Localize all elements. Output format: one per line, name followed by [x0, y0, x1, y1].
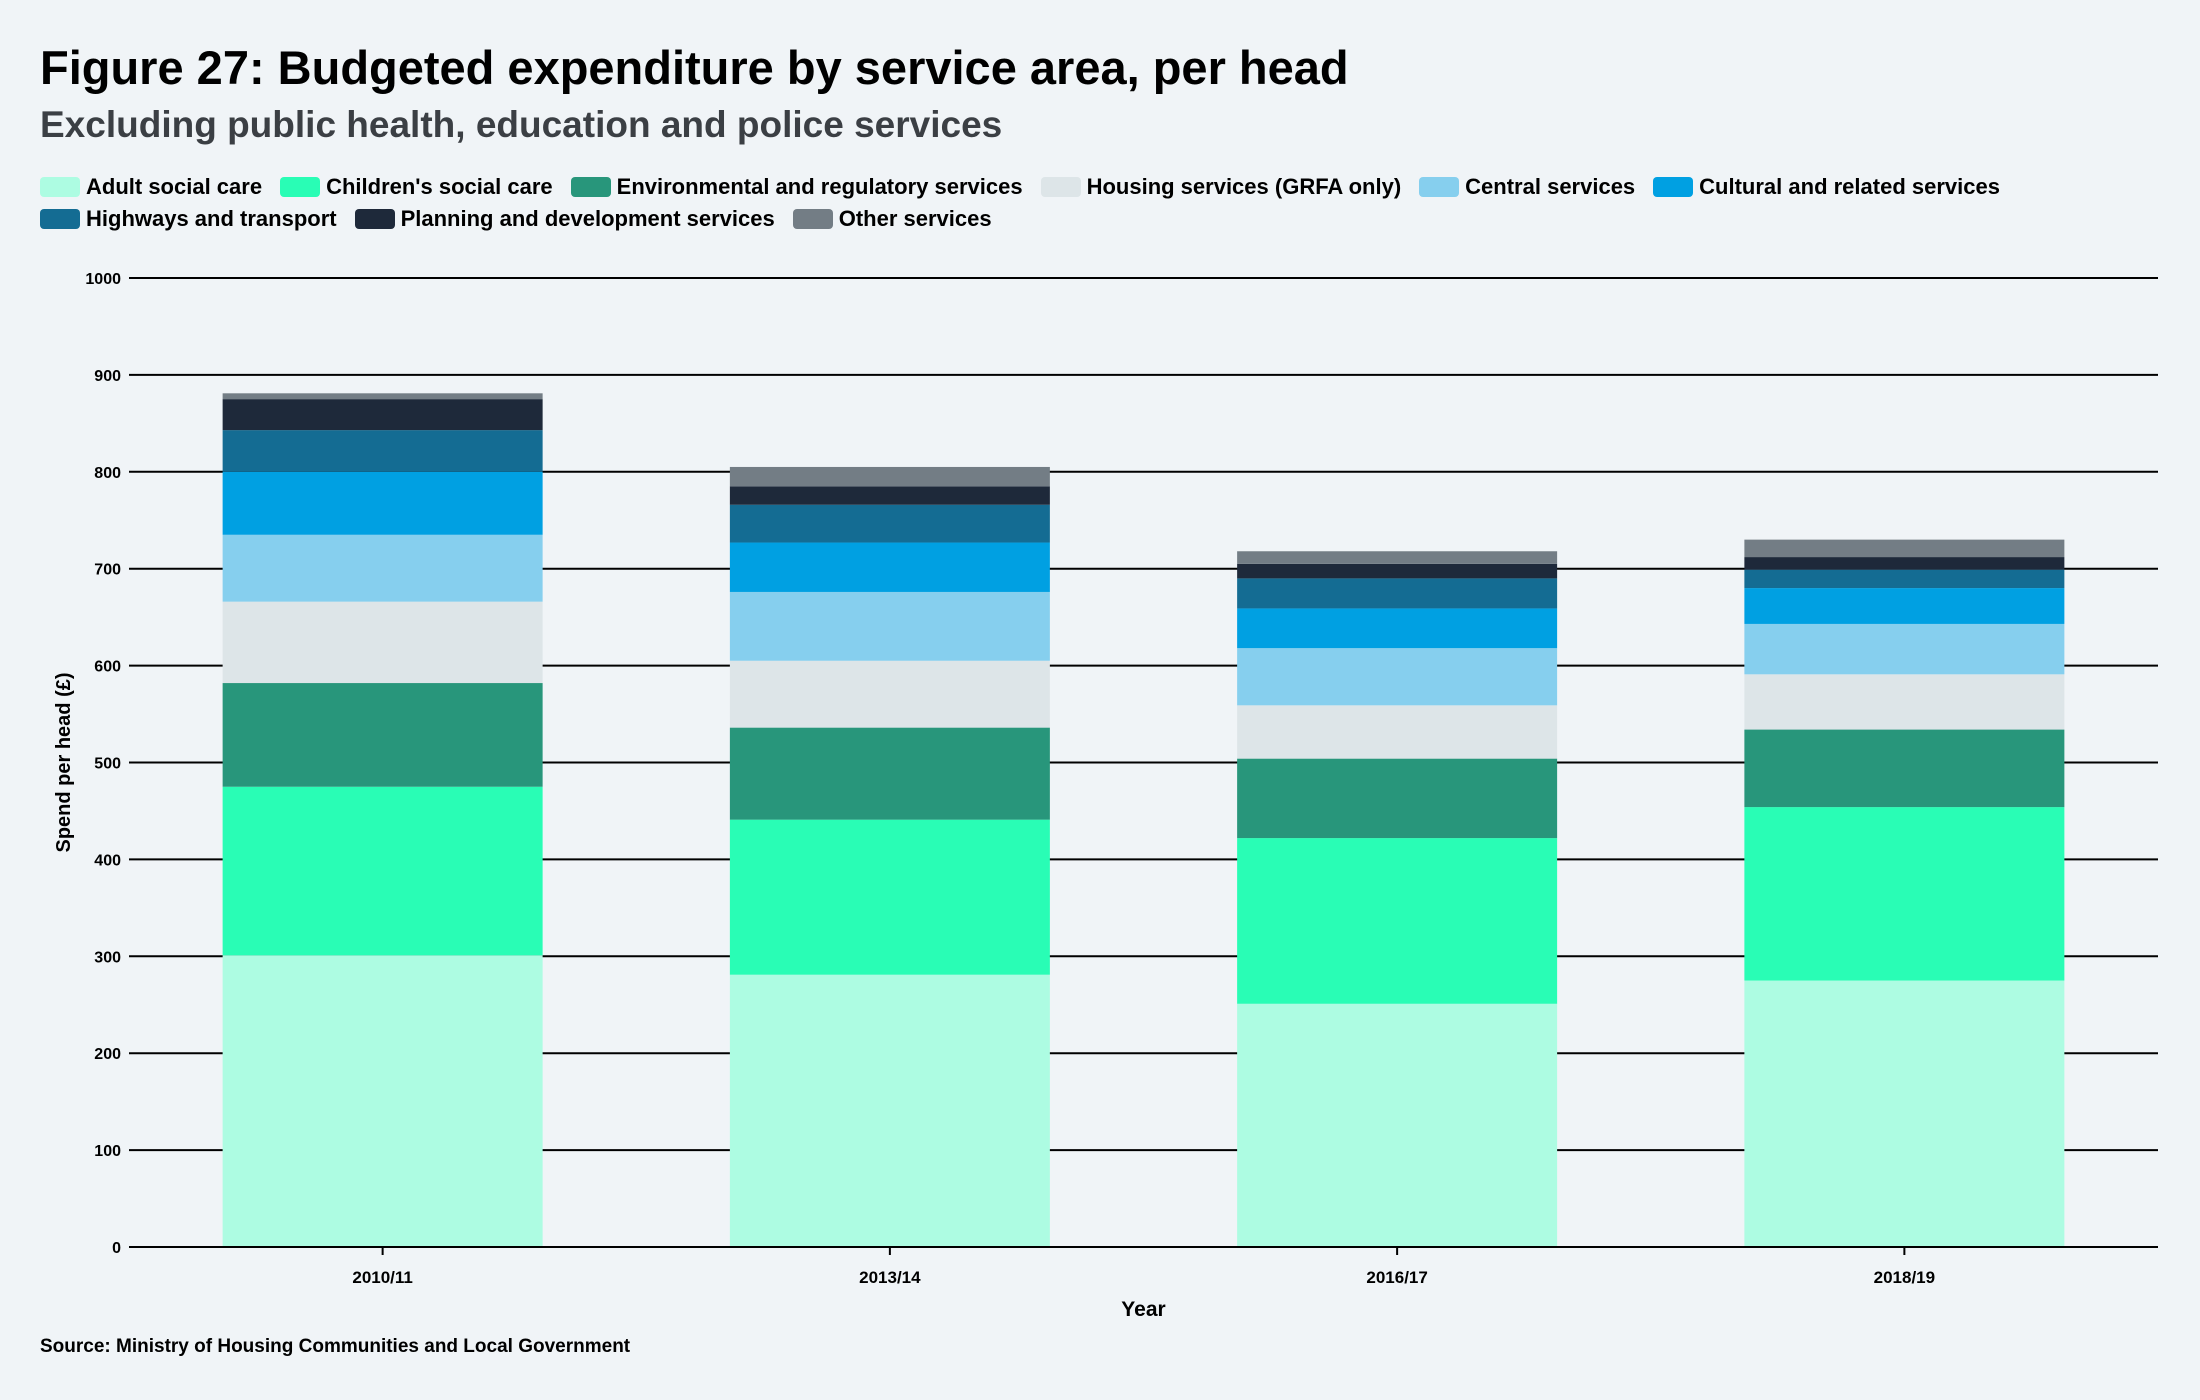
bar-segment [729, 486, 1050, 505]
legend-label: Environmental and regulatory services [616, 174, 1023, 199]
y-axis-label: Spend per head (£) [53, 672, 75, 852]
legend-item[interactable]: Cultural and related services [1653, 174, 2000, 200]
bar-segment [729, 819, 1050, 975]
bar-segment [729, 504, 1050, 543]
legend-label: Housing services (GRFA only) [1086, 174, 1402, 199]
legend-swatch [792, 209, 833, 229]
legend-label: Planning and development services [400, 206, 775, 231]
legend-item[interactable]: Housing services (GRFA only) [1040, 174, 1402, 200]
legend-label: Other services [838, 206, 992, 231]
y-tick-label: 900 [94, 368, 121, 385]
bar-segment [222, 393, 543, 400]
x-tick-label: 2013/14 [859, 1268, 921, 1287]
bar-segment [1744, 980, 2065, 1247]
legend-item[interactable]: Other services [792, 206, 992, 232]
legend-item[interactable]: Highways and transport [40, 206, 337, 232]
legend-label: Children's social care [326, 174, 553, 199]
legend-swatch [1419, 177, 1460, 197]
bar-segment [729, 974, 1050, 1247]
legend-label: Adult social care [86, 174, 263, 199]
legend-swatch [354, 209, 395, 229]
legend-item[interactable]: Planning and development services [354, 206, 775, 232]
legend-item[interactable]: Central services [1419, 174, 1635, 200]
y-tick-label: 1000 [85, 271, 121, 288]
legend-label: Cultural and related services [1699, 174, 2000, 199]
bar-segment [729, 660, 1050, 728]
bar-segment [222, 534, 543, 602]
bar-segment [729, 542, 1050, 592]
legend-swatch [280, 177, 321, 197]
chart-subtitle: Excluding public health, education and p… [40, 104, 1003, 145]
y-tick-label: 500 [94, 756, 121, 773]
bar-segment [1744, 623, 2065, 675]
bar-segment [1237, 563, 1558, 579]
bar-segment [729, 727, 1050, 820]
y-tick-label: 0 [112, 1240, 121, 1257]
bar-segment [222, 955, 543, 1247]
y-tick-label: 300 [94, 949, 121, 966]
bar-segment [222, 430, 543, 472]
legend-label: Central services [1465, 174, 1636, 199]
bar-segment [1744, 569, 2065, 589]
bar-segment [222, 471, 543, 535]
legend: Adult social care Children's social care E… [40, 174, 2160, 232]
bar-segment [1237, 1003, 1558, 1247]
bar-segment [1237, 838, 1558, 1004]
bar-segment [1237, 648, 1558, 706]
legend-swatch [40, 209, 80, 229]
bar-segment [1744, 807, 2065, 981]
source-note: Source: Ministry of Housing Communities … [40, 1336, 631, 1357]
bar-segment [1744, 674, 2065, 730]
y-tick-label: 600 [94, 659, 121, 676]
bar-segment [1237, 608, 1558, 649]
x-tick-label: 2010/11 [352, 1268, 413, 1287]
bar-segment [1237, 705, 1558, 759]
y-tick-label: 400 [94, 852, 121, 869]
bar-segment [1744, 539, 2065, 558]
legend-item[interactable]: Adult social care [40, 174, 262, 200]
legend-swatch [40, 177, 80, 197]
legend-item[interactable]: Environmental and regulatory services [570, 174, 1023, 200]
y-tick-label: 100 [94, 1143, 121, 1160]
bar-segment [729, 591, 1050, 661]
x-tick-label: 2016/17 [1366, 1268, 1427, 1287]
y-tick-label: 700 [94, 562, 121, 579]
bar-segment [1237, 758, 1558, 839]
x-tick-label: 2018/19 [1874, 1268, 1935, 1287]
legend-label: Highways and transport [86, 206, 337, 231]
bar-segment [729, 466, 1050, 487]
bar-segment [1744, 557, 2065, 570]
chart-title: Figure 27: Budgeted expenditure by servi… [40, 41, 1349, 94]
bar-segment [1744, 588, 2065, 624]
bar-segment [222, 683, 543, 787]
bar-segment [1237, 551, 1558, 564]
bar-segment [222, 601, 543, 684]
x-axis-label: Year [1121, 1298, 1165, 1321]
bar-segment [1237, 578, 1558, 609]
y-tick-label: 200 [94, 1046, 121, 1063]
legend-swatch [1653, 177, 1694, 197]
legend-swatch [570, 177, 611, 197]
legend-swatch [1040, 177, 1081, 197]
bar-segment [222, 786, 543, 956]
legend-item[interactable]: Children's social care [280, 174, 553, 200]
bar-segment [1744, 729, 2065, 808]
y-tick-label: 800 [94, 465, 121, 482]
bar-segment [222, 399, 543, 431]
